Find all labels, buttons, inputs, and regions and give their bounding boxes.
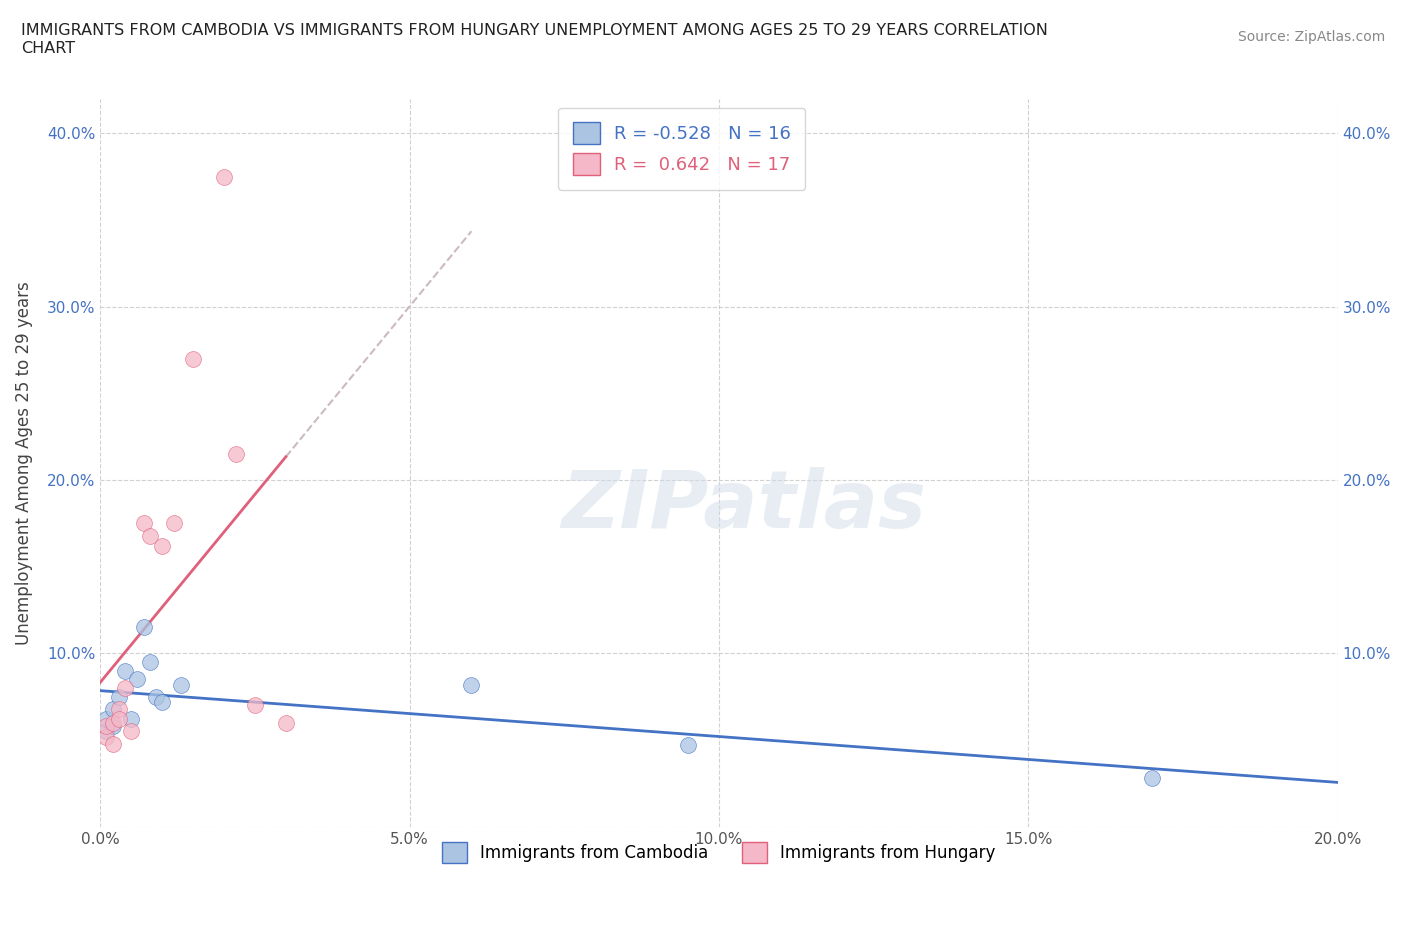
Point [101, 719, 124, 734]
Point [127, 672, 149, 687]
Point [145, 689, 167, 704]
Point [243, 698, 266, 712]
Point [101, 715, 124, 730]
Point [274, 715, 297, 730]
Point [108, 711, 131, 726]
Point [139, 655, 162, 670]
Point [96, 719, 118, 734]
Point [163, 516, 186, 531]
Point [96, 724, 118, 738]
Point [150, 695, 173, 710]
Point [120, 724, 142, 738]
Point [1140, 771, 1163, 786]
Point [139, 528, 162, 543]
Point [225, 446, 247, 461]
Text: ZIPatlas: ZIPatlas [561, 468, 927, 545]
Point [676, 737, 699, 752]
Y-axis label: Unemployment Among Ages 25 to 29 years: Unemployment Among Ages 25 to 29 years [15, 281, 32, 644]
Point [108, 689, 131, 704]
Point [460, 677, 482, 692]
Text: Source: ZipAtlas.com: Source: ZipAtlas.com [1237, 30, 1385, 44]
Point [108, 701, 131, 716]
Point [114, 681, 136, 696]
Legend: Immigrants from Cambodia, Immigrants from Hungary: Immigrants from Cambodia, Immigrants fro… [436, 836, 1002, 870]
Point [150, 538, 173, 553]
Point [96, 711, 118, 726]
Point [101, 736, 124, 751]
Point [120, 711, 142, 726]
Point [170, 677, 193, 692]
Point [96, 729, 118, 744]
Point [212, 169, 235, 184]
Point [132, 516, 155, 531]
Point [114, 663, 136, 678]
Point [132, 620, 155, 635]
Point [101, 701, 124, 716]
Point [181, 352, 204, 366]
Text: IMMIGRANTS FROM CAMBODIA VS IMMIGRANTS FROM HUNGARY UNEMPLOYMENT AMONG AGES 25 T: IMMIGRANTS FROM CAMBODIA VS IMMIGRANTS F… [21, 23, 1047, 56]
